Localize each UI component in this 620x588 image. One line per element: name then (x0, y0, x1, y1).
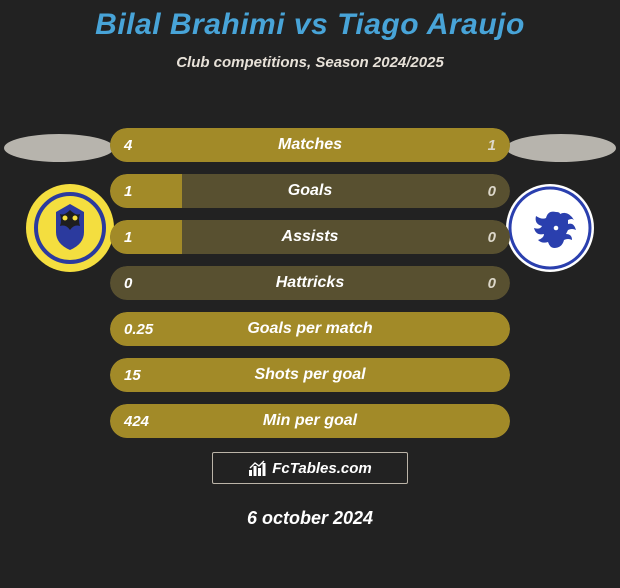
stat-row: 1 Assists 0 (110, 220, 510, 254)
title-player1: Bilal Brahimi (95, 8, 285, 41)
stat-right-value: 0 (488, 183, 496, 200)
stat-label: Matches (278, 136, 342, 154)
title-vs: vs (294, 8, 328, 41)
shadow-ellipse-right (506, 134, 616, 162)
club-badge-right (506, 184, 594, 272)
title-player2: Tiago Araujo (337, 8, 525, 41)
stat-row: 424 Min per goal (110, 404, 510, 438)
stat-row: 0 Hattricks 0 (110, 266, 510, 300)
stat-right-value: 0 (488, 275, 496, 292)
stat-right-value: 1 (488, 137, 496, 154)
fctables-tag[interactable]: FcTables.com (212, 452, 408, 484)
stat-left-value: 1 (124, 183, 132, 200)
snapshot-date: 6 october 2024 (247, 508, 373, 529)
club-badge-left (26, 184, 114, 272)
stat-left-value: 0 (124, 275, 132, 292)
stat-label: Goals per match (247, 320, 372, 338)
club-crest-left-icon (26, 184, 114, 272)
stat-row-fill-left (110, 174, 182, 208)
stat-right-value: 0 (488, 229, 496, 246)
comparison-title: Bilal Brahimi vs Tiago Araujo (0, 8, 620, 42)
stat-label: Min per goal (263, 412, 357, 430)
stat-left-value: 1 (124, 229, 132, 246)
stat-row-fill-right (430, 128, 510, 162)
stat-row: 1 Goals 0 (110, 174, 510, 208)
chart-bars-icon (248, 459, 266, 477)
club-crest-right-icon (506, 184, 594, 272)
comparison-subtitle: Club competitions, Season 2024/2025 (0, 54, 620, 71)
stat-label: Shots per goal (254, 366, 365, 384)
stat-left-value: 15 (124, 367, 141, 384)
stat-row: 15 Shots per goal (110, 358, 510, 392)
stat-left-value: 0.25 (124, 321, 153, 338)
stat-label: Goals (288, 182, 332, 200)
stat-row-fill-left (110, 220, 182, 254)
stat-label: Assists (282, 228, 339, 246)
stat-rows-container: 4 Matches 1 1 Goals 0 1 Assists 0 0 Hattricks 0 0.25… (110, 128, 510, 450)
stat-left-value: 424 (124, 413, 149, 430)
shadow-ellipse-left (4, 134, 114, 162)
stat-row: 4 Matches 1 (110, 128, 510, 162)
stat-left-value: 4 (124, 137, 132, 154)
stat-row-fill-left (110, 128, 430, 162)
fctables-text: FcTables.com (272, 460, 371, 477)
stat-row: 0.25 Goals per match (110, 312, 510, 346)
stat-label: Hattricks (276, 274, 344, 292)
